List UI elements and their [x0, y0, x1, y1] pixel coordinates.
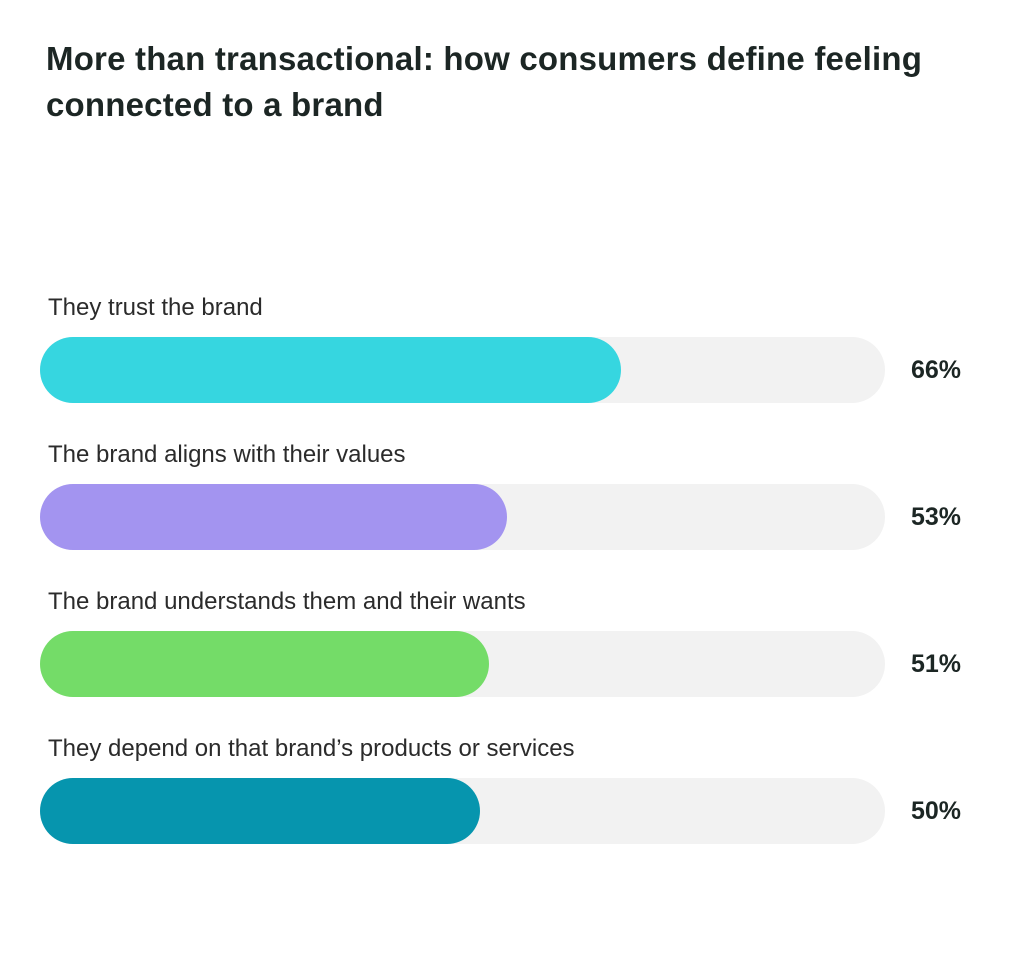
chart-title: More than transactional: how consumers d… — [46, 40, 923, 123]
bar-fill — [40, 631, 489, 697]
bar-value-label: 50% — [911, 797, 962, 825]
bar-value-label: 53% — [911, 503, 962, 531]
bar-fill — [40, 337, 621, 403]
bar-value-label: 66% — [911, 356, 962, 384]
bar-label: They depend on that brand’s products or … — [48, 735, 575, 762]
bar-label: The brand understands them and their wan… — [48, 588, 526, 615]
bar-track — [40, 778, 885, 844]
bar-track — [40, 484, 885, 550]
bar-fill — [40, 484, 507, 550]
bar-track — [40, 337, 885, 403]
bar-fill — [40, 778, 481, 844]
bar-value-label: 51% — [911, 650, 962, 678]
bar-track — [40, 631, 885, 697]
bar-label: They trust the brand — [48, 294, 263, 321]
bar-label: The brand aligns with their values — [48, 441, 406, 468]
